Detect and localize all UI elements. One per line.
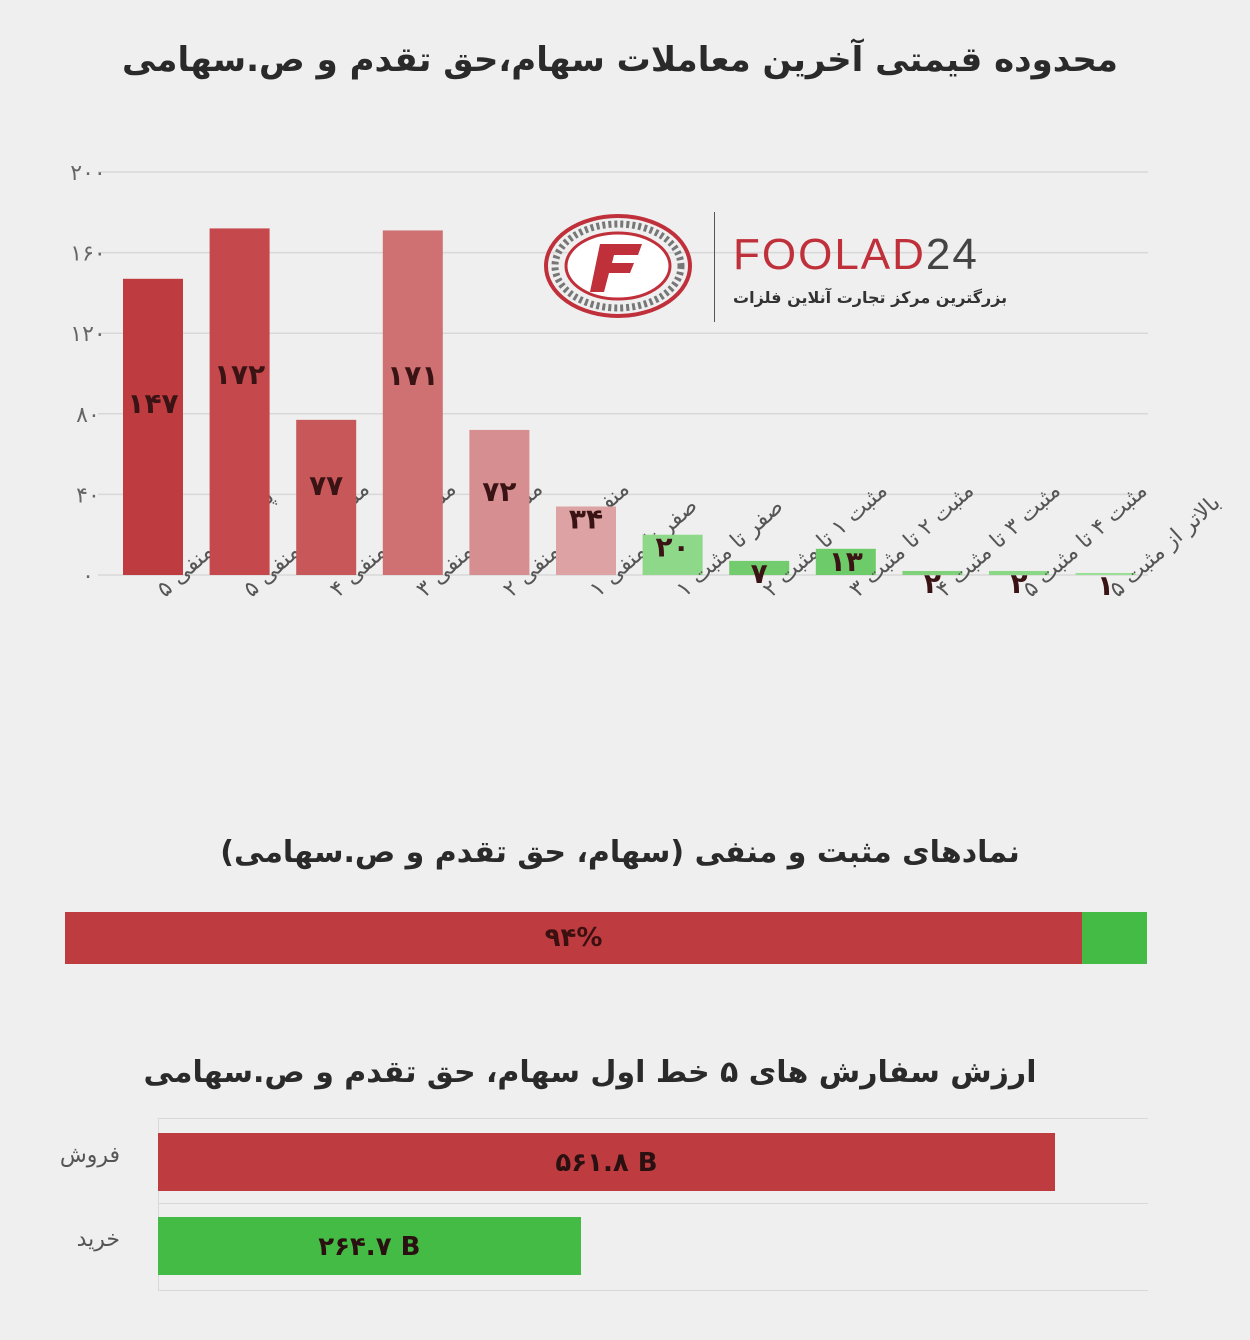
logo-divider bbox=[714, 212, 715, 322]
order-bar: ۲۶۴.۷ B bbox=[158, 1217, 581, 1275]
bar bbox=[123, 278, 183, 575]
bar-value-label: ۱ bbox=[1097, 569, 1114, 602]
bar bbox=[902, 570, 963, 575]
bar bbox=[989, 570, 1049, 575]
y-tick-label: ۴۰ bbox=[76, 483, 100, 508]
bar-value-label: ۳۴ bbox=[569, 502, 603, 535]
stack-segment-label: ۹۴% bbox=[544, 923, 603, 953]
logo-wordmark: FOOLAD24 bbox=[733, 230, 979, 279]
bar bbox=[469, 429, 530, 575]
foolad24-emblem-icon bbox=[544, 214, 692, 318]
bar bbox=[642, 534, 703, 575]
bar-value-label: ۲ bbox=[1010, 567, 1027, 600]
bar bbox=[296, 419, 357, 575]
order-category-label: خرید bbox=[76, 1227, 120, 1252]
bar bbox=[556, 506, 616, 575]
y-axis-line bbox=[158, 1118, 159, 1290]
bar bbox=[1075, 572, 1136, 575]
stack-segment bbox=[1082, 912, 1147, 964]
y-tick-label: ۱۲۰ bbox=[70, 322, 105, 347]
positive-negative-title: نمادهای مثبت و منفی (سهام، حق تقدم و ص.س… bbox=[220, 835, 1020, 870]
order-bar-value-label: ۵۶۱.۸ B bbox=[555, 1148, 658, 1178]
gridline bbox=[158, 1118, 1148, 1119]
stack-segment: ۹۴% bbox=[65, 912, 1083, 964]
y-tick-label: ۰ bbox=[82, 564, 94, 589]
bar bbox=[209, 228, 270, 576]
y-tick-label: ۱۶۰ bbox=[70, 242, 105, 267]
logo-tagline: بزرگترین مرکز تجارت آنلاین فلزات bbox=[733, 288, 1008, 307]
gridline bbox=[158, 1203, 1148, 1204]
bar bbox=[815, 548, 876, 575]
bar-value-label: ۱۷۲ bbox=[214, 358, 265, 391]
order-bar-value-label: ۲۶۴.۷ B bbox=[318, 1232, 421, 1262]
order-category-label: فروش bbox=[59, 1143, 120, 1168]
bar-value-label: ۱۷۱ bbox=[387, 359, 438, 392]
order-bar: ۵۶۱.۸ B bbox=[158, 1133, 1056, 1191]
bar-value-label: ۲۰ bbox=[656, 531, 690, 564]
bar-value-label: ۲ bbox=[924, 567, 941, 600]
price-range-bar-chart: ۰۴۰۸۰۱۲۰۱۶۰۲۰۰۱۴۷پایینتر از منفی ۵۱۷۲منف… bbox=[70, 161, 1225, 602]
positive-negative-stacked-bar: ۹۴% bbox=[65, 912, 1147, 964]
bar-value-label: ۷ bbox=[751, 557, 768, 590]
gridline bbox=[158, 1290, 1148, 1291]
bar-value-label: ۱۴۷ bbox=[127, 387, 178, 420]
bar-value-label: ۷۲ bbox=[482, 475, 516, 508]
y-tick-label: ۸۰ bbox=[76, 403, 100, 428]
bar-value-label: ۷۷ bbox=[309, 469, 343, 502]
bar bbox=[729, 560, 790, 575]
order-value-title: ارزش سفارش های ۵ خط اول سهام، حق تقدم و … bbox=[143, 1055, 1037, 1090]
bar-value-label: ۱۳ bbox=[829, 545, 863, 578]
foolad24-logo: FOOLAD24 بزرگترین مرکز تجارت آنلاین فلزا… bbox=[538, 208, 1008, 328]
chart-title: محدوده قیمتی آخرین معاملات سهام،حق تقدم … bbox=[122, 40, 1118, 80]
bar bbox=[382, 230, 443, 575]
y-tick-label: ۲۰۰ bbox=[70, 161, 105, 186]
